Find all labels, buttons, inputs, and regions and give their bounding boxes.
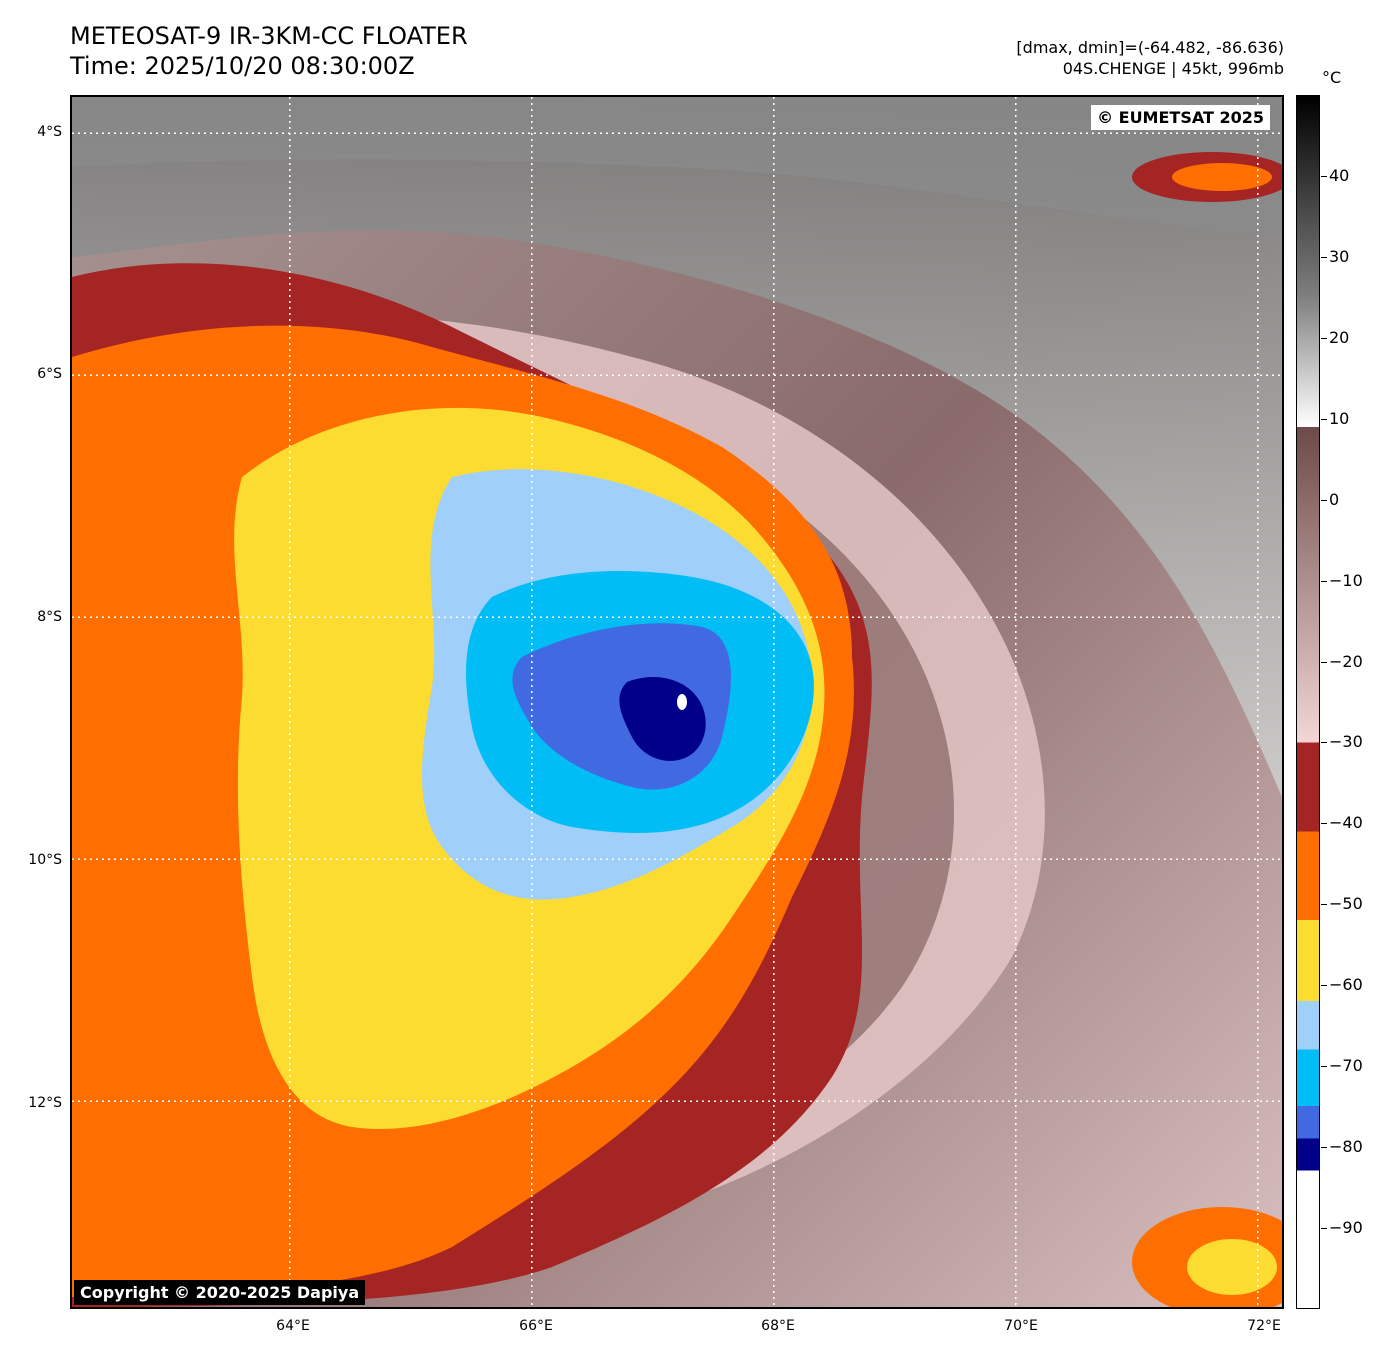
colorbar-tick-label: −10 xyxy=(1329,570,1363,590)
colorbar-tick-mark xyxy=(1321,904,1327,906)
colorbar-tick-label: −40 xyxy=(1329,813,1363,833)
warm-top-region xyxy=(72,97,1282,237)
colorbar-tick-label: −30 xyxy=(1329,732,1363,752)
product-title: METEOSAT-9 IR-3KM-CC FLOATER xyxy=(70,22,468,50)
lat-label-12s: 12°S xyxy=(28,1095,62,1111)
secondary-cell-se-core xyxy=(1187,1239,1277,1295)
lon-label-70e: 70°E xyxy=(1004,1318,1038,1334)
colorbar-tick-label: 40 xyxy=(1329,165,1350,185)
lat-label-6s: 6°S xyxy=(37,366,62,382)
colorbar-tick-mark xyxy=(1321,256,1327,258)
colorbar-tick-label: −50 xyxy=(1329,894,1363,914)
lat-label-4s: 4°S xyxy=(37,124,62,140)
coldest-pixel xyxy=(677,694,687,710)
lat-label-8s: 8°S xyxy=(37,609,62,625)
colorbar-tick-mark xyxy=(1321,1228,1327,1230)
colorbar-tick-mark xyxy=(1321,499,1327,501)
colorbar-tick-mark xyxy=(1321,661,1327,663)
satellite-imagery xyxy=(72,97,1282,1307)
warm-sky-region xyxy=(72,97,1282,797)
colorbar-tick-label: 10 xyxy=(1329,408,1350,428)
colorbar-tick-mark xyxy=(1321,175,1327,177)
colorbar-tick-mark xyxy=(1321,823,1327,825)
colorbar-tick-mark xyxy=(1321,1066,1327,1068)
lon-label-66e: 66°E xyxy=(519,1318,553,1334)
temperature-range: [dmax, dmin]=(-64.482, -86.636) xyxy=(1016,38,1284,57)
lon-label-72e: 72°E xyxy=(1247,1318,1281,1334)
lat-label-10s: 10°S xyxy=(28,852,62,868)
colorbar-tick-mark xyxy=(1321,985,1327,987)
satellite-map[interactable]: © EUMETSAT 2025 Copyright © 2020-2025 Da… xyxy=(70,95,1284,1309)
secondary-cell-ne-core xyxy=(1172,163,1272,191)
colorbar-tick-label: −80 xyxy=(1329,1137,1363,1157)
storm-info: 04S.CHENGE | 45kt, 996mb xyxy=(1062,59,1284,78)
lon-label-64e: 64°E xyxy=(276,1318,310,1334)
colorbar-tick-mark xyxy=(1321,580,1327,582)
colorbar-tick-mark xyxy=(1321,1147,1327,1149)
colorbar-tick-mark xyxy=(1321,418,1327,420)
dapiya-credit: Copyright © 2020-2025 Dapiya xyxy=(74,1280,366,1305)
colorbar-tick-label: 0 xyxy=(1329,489,1340,509)
colorbar-tick-label: −20 xyxy=(1329,651,1363,671)
timestamp: Time: 2025/10/20 08:30:00Z xyxy=(70,52,415,80)
colorbar-tick-label: 30 xyxy=(1329,246,1350,266)
eumetsat-credit: © EUMETSAT 2025 xyxy=(1091,105,1270,130)
colorbar-tick-mark xyxy=(1321,742,1327,744)
colorbar-unit: °C xyxy=(1322,68,1342,87)
temperature-colorbar xyxy=(1296,95,1320,1309)
colorbar-tick-label: −90 xyxy=(1329,1218,1363,1238)
colorbar-tick-label: −70 xyxy=(1329,1056,1363,1076)
lon-label-68e: 68°E xyxy=(761,1318,795,1334)
colorbar-tick-label: 20 xyxy=(1329,327,1350,347)
colorbar-tick-mark xyxy=(1321,337,1327,339)
graticule xyxy=(72,97,1282,1307)
colorbar-tick-label: −60 xyxy=(1329,975,1363,995)
